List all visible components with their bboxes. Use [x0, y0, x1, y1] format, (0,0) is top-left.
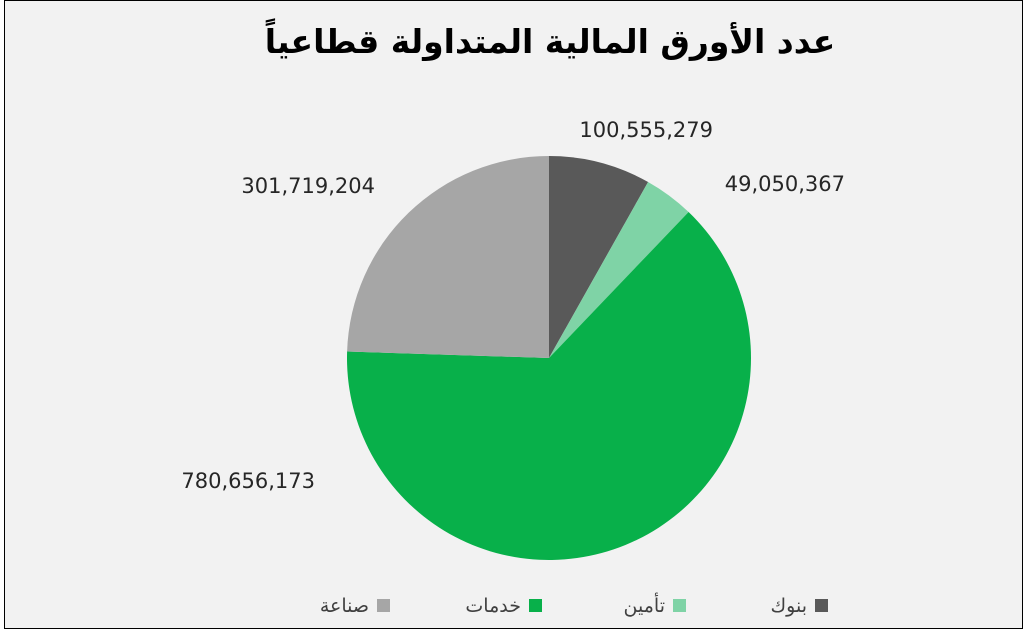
legend-label-خدمات: خدمات: [465, 595, 521, 617]
chart-area: عدد الأورق المالية المتداولة قطاعياً 100…: [4, 0, 1023, 629]
legend: بنوك تأمين خدمات صناعة: [320, 592, 828, 617]
data-label-بنوك: 100,555,279: [579, 118, 713, 142]
legend-swatch-بنوك: [815, 599, 828, 612]
legend-label-بنوك: بنوك: [771, 595, 808, 617]
legend-swatch-صناعة: [377, 599, 390, 612]
legend-swatch-خدمات: [529, 599, 542, 612]
data-label-خدمات: 780,656,173: [181, 469, 315, 493]
data-label-صناعة: 301,719,204: [241, 174, 375, 198]
pie-slice-تأمين: [549, 181, 689, 358]
pie-slice-بنوك: [549, 156, 649, 358]
legend-swatch-تأمين: [673, 599, 686, 612]
pie-slice-صناعة: [347, 156, 549, 358]
pie-slices: [347, 156, 751, 561]
data-labels: 100,555,279 49,050,367 780,656,173 301,719,…: [181, 118, 845, 493]
legend-label-صناعة: صناعة: [320, 595, 369, 617]
data-label-تأمين: 49,050,367: [725, 172, 845, 196]
chart-title: عدد الأورق المالية المتداولة قطاعياً: [265, 18, 836, 62]
pie-slice-خدمات: [347, 212, 751, 561]
pie-chart: عدد الأورق المالية المتداولة قطاعياً 100…: [181, 18, 845, 617]
legend-label-تأمين: تأمين: [624, 592, 665, 617]
